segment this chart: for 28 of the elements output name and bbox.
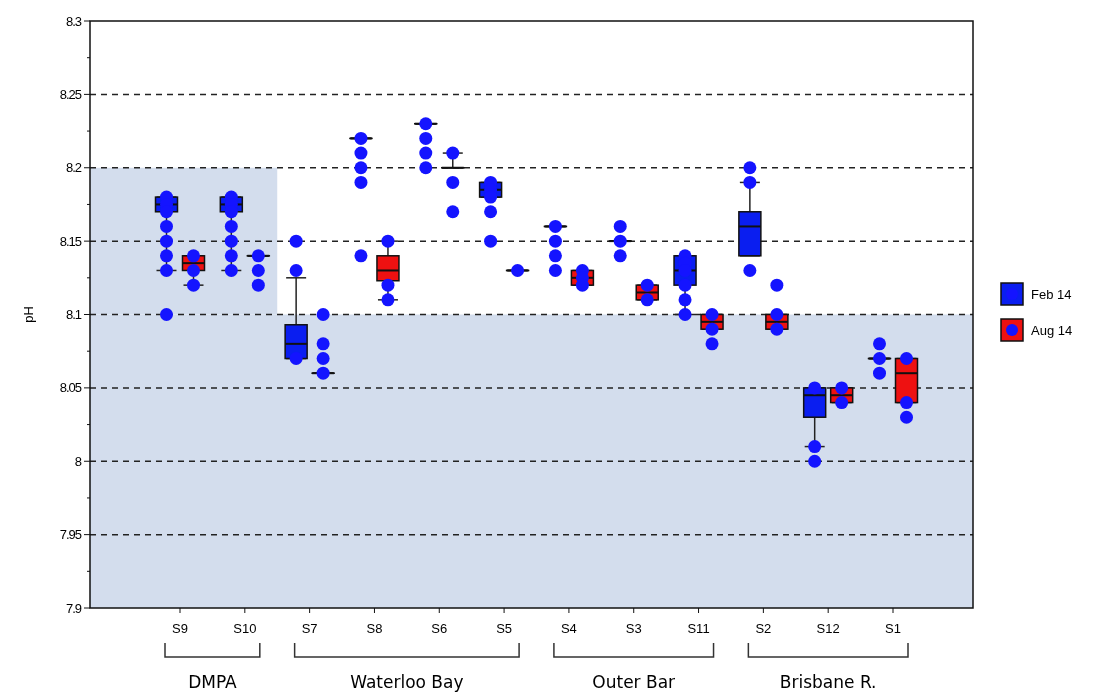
legend-label: Aug 14 xyxy=(1031,323,1073,338)
x-tick-label: S6 xyxy=(431,621,448,636)
x-tick-label: S3 xyxy=(625,621,642,636)
y-tick-label: 8.1 xyxy=(65,307,82,323)
y-tick-label: 7.9 xyxy=(65,600,82,616)
y-tick-label: 8.25 xyxy=(59,86,82,102)
x-tick-label: S12 xyxy=(816,621,840,636)
x-tick-label: S1 xyxy=(885,621,901,636)
legend-label: Feb 14 xyxy=(1031,287,1072,302)
x-tick-label: S8 xyxy=(366,621,383,636)
x-tick-label: S11 xyxy=(687,621,710,636)
y-tick-label: 8 xyxy=(74,453,82,469)
x-tick-label: S2 xyxy=(755,621,772,636)
y-tick-label: 8.2 xyxy=(65,160,82,176)
text: Brisbane R. xyxy=(779,672,877,692)
text: DMPA xyxy=(188,672,238,692)
text: Outer Bar xyxy=(592,672,676,692)
x-tick-label: S10 xyxy=(233,621,257,636)
x-tick-label: S5 xyxy=(496,621,513,636)
x-tick-label: S7 xyxy=(301,621,318,636)
x-tick-label: S4 xyxy=(560,621,577,636)
text: Waterloo Bay xyxy=(350,672,464,692)
y-tick-label: 8.05 xyxy=(59,380,82,396)
y-tick-label: 8.15 xyxy=(59,233,82,249)
x-tick-label: S9 xyxy=(172,621,188,636)
y-tick-label: 8.3 xyxy=(65,13,82,29)
y-axis-title: pH xyxy=(21,306,36,323)
y-tick-label: 7.95 xyxy=(59,527,82,543)
